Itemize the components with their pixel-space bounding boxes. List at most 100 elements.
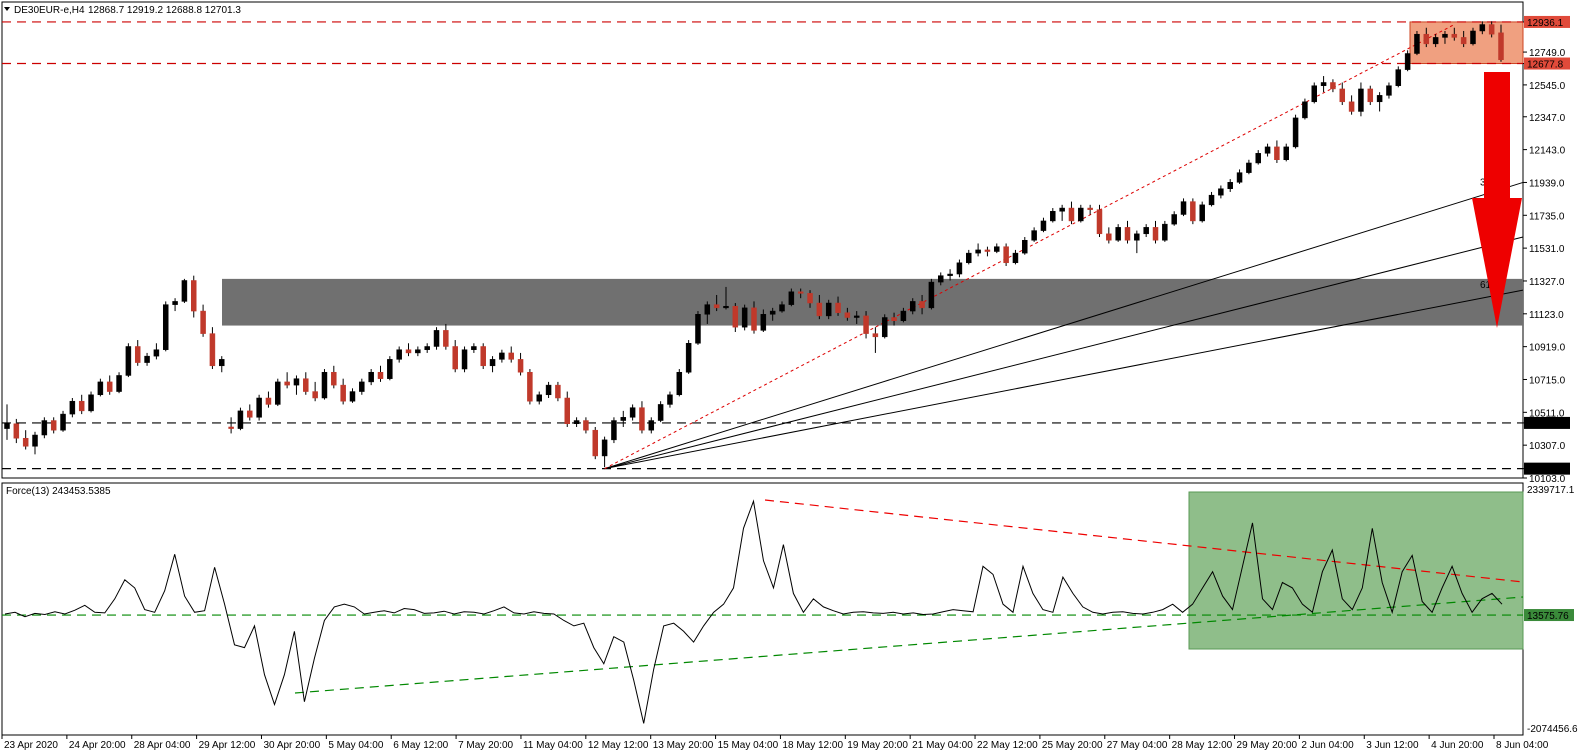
candle <box>966 249 972 265</box>
candle <box>1339 82 1346 106</box>
candle <box>1078 204 1084 223</box>
candle <box>181 278 188 304</box>
candle <box>78 394 85 415</box>
candle <box>359 378 365 395</box>
svg-text:11 May 04:00: 11 May 04:00 <box>523 740 583 751</box>
candle <box>536 391 542 405</box>
candle <box>853 311 860 324</box>
force-y-tick: 2339717.1 <box>1527 485 1575 496</box>
candle <box>1040 217 1047 233</box>
candle <box>1012 249 1019 265</box>
candle <box>909 298 916 315</box>
candle <box>275 378 281 407</box>
candle <box>1414 30 1420 56</box>
candle <box>293 375 300 395</box>
candle <box>303 372 309 395</box>
candle <box>191 275 197 318</box>
candle <box>97 378 104 397</box>
candle <box>639 401 645 434</box>
force-indicator-label: Force(13) 243453.5385 <box>6 486 111 497</box>
y-tick: 11735.0 <box>1523 211 1565 222</box>
candle <box>4 404 10 440</box>
svg-text:3 Jun 12:00: 3 Jun 12:00 <box>1366 740 1419 751</box>
y-tick: 11531.0 <box>1523 244 1565 255</box>
y-tick: 11939.0 <box>1523 178 1565 189</box>
svg-text:12347.0: 12347.0 <box>1529 113 1566 124</box>
svg-text:10919.0: 10919.0 <box>1529 343 1566 354</box>
candle <box>1264 143 1271 157</box>
candle <box>1367 85 1374 106</box>
candle <box>32 431 38 455</box>
svg-text:12545.0: 12545.0 <box>1529 81 1566 92</box>
x-tick: 6 May 12:00 <box>390 735 449 751</box>
candle <box>1115 224 1121 242</box>
candle <box>1498 24 1504 62</box>
svg-text:12143.0: 12143.0 <box>1529 146 1566 157</box>
candle <box>741 304 748 331</box>
y-tick: 12749.0 <box>1523 48 1566 59</box>
candle <box>415 346 421 357</box>
candle <box>69 397 76 418</box>
y-tick: 10307.0 <box>1523 441 1566 452</box>
x-tick: 13 May 20:00 <box>650 735 714 751</box>
x-tick: 27 May 04:00 <box>1104 735 1168 751</box>
candle <box>1068 201 1075 225</box>
x-tick: 18 May 12:00 <box>779 735 843 751</box>
x-tick: 15 May 04:00 <box>715 735 779 751</box>
candle <box>685 340 692 374</box>
candle <box>471 343 477 353</box>
candle <box>284 372 290 389</box>
y-tick: 12143.0 <box>1523 146 1566 157</box>
svg-text:5 May 04:00: 5 May 04:00 <box>328 740 383 751</box>
candle <box>1330 79 1336 93</box>
candle <box>751 301 757 334</box>
x-tick: 2 Jun 04:00 <box>1298 735 1354 751</box>
candle <box>1162 220 1168 242</box>
candle <box>760 309 767 332</box>
svg-text:11939.0: 11939.0 <box>1529 178 1565 189</box>
candle <box>872 327 879 353</box>
candle <box>1311 82 1317 104</box>
svg-text:6 May 12:00: 6 May 12:00 <box>393 740 448 751</box>
symbol-dropdown-icon[interactable] <box>4 7 10 11</box>
y-tick: 12677.8 <box>1523 57 1570 71</box>
candle <box>573 417 580 427</box>
candle <box>1124 220 1131 244</box>
svg-text:11531.0: 11531.0 <box>1529 244 1565 255</box>
x-tick: 8 Jun 04:00 <box>1493 735 1549 751</box>
candle <box>256 394 262 421</box>
candle <box>247 404 253 421</box>
svg-text:2339717.1: 2339717.1 <box>1527 485 1575 496</box>
x-tick: 23 Apr 2020 <box>1 735 58 751</box>
candle <box>769 307 776 321</box>
candle <box>1022 237 1028 255</box>
candle <box>1134 230 1140 254</box>
x-tick: 11 May 04:00 <box>520 735 583 751</box>
svg-text:10511.0: 10511.0 <box>1529 408 1565 419</box>
force-y-tick: -2074456.6 <box>1527 724 1578 735</box>
candle <box>106 375 113 395</box>
force-y-tick: 13575.76 <box>1524 609 1574 622</box>
svg-text:28 May 12:00: 28 May 12:00 <box>1172 740 1233 751</box>
candle <box>452 340 458 373</box>
candle <box>1348 95 1355 115</box>
svg-text:10445.2: 10445.2 <box>1527 419 1564 430</box>
svg-text:10715.0: 10715.0 <box>1529 375 1566 386</box>
y-tick: 12347.0 <box>1523 113 1566 124</box>
candle <box>1292 114 1299 149</box>
candle <box>499 349 505 363</box>
candle <box>443 323 449 350</box>
y-tick: 10511.0 <box>1523 408 1565 419</box>
candle <box>1442 30 1448 44</box>
y-tick: 10919.0 <box>1523 343 1566 354</box>
candle <box>900 307 907 323</box>
candle <box>667 391 673 408</box>
svg-text:4 Jun 20:00: 4 Jun 20:00 <box>1431 740 1484 751</box>
svg-text:30 Apr 20:00: 30 Apr 20:00 <box>263 740 320 751</box>
candle <box>555 381 561 402</box>
candle <box>1386 82 1392 99</box>
x-tick: 28 May 12:00 <box>1169 735 1233 751</box>
fib-fan-line-1 <box>604 236 1524 470</box>
candle <box>209 327 216 370</box>
